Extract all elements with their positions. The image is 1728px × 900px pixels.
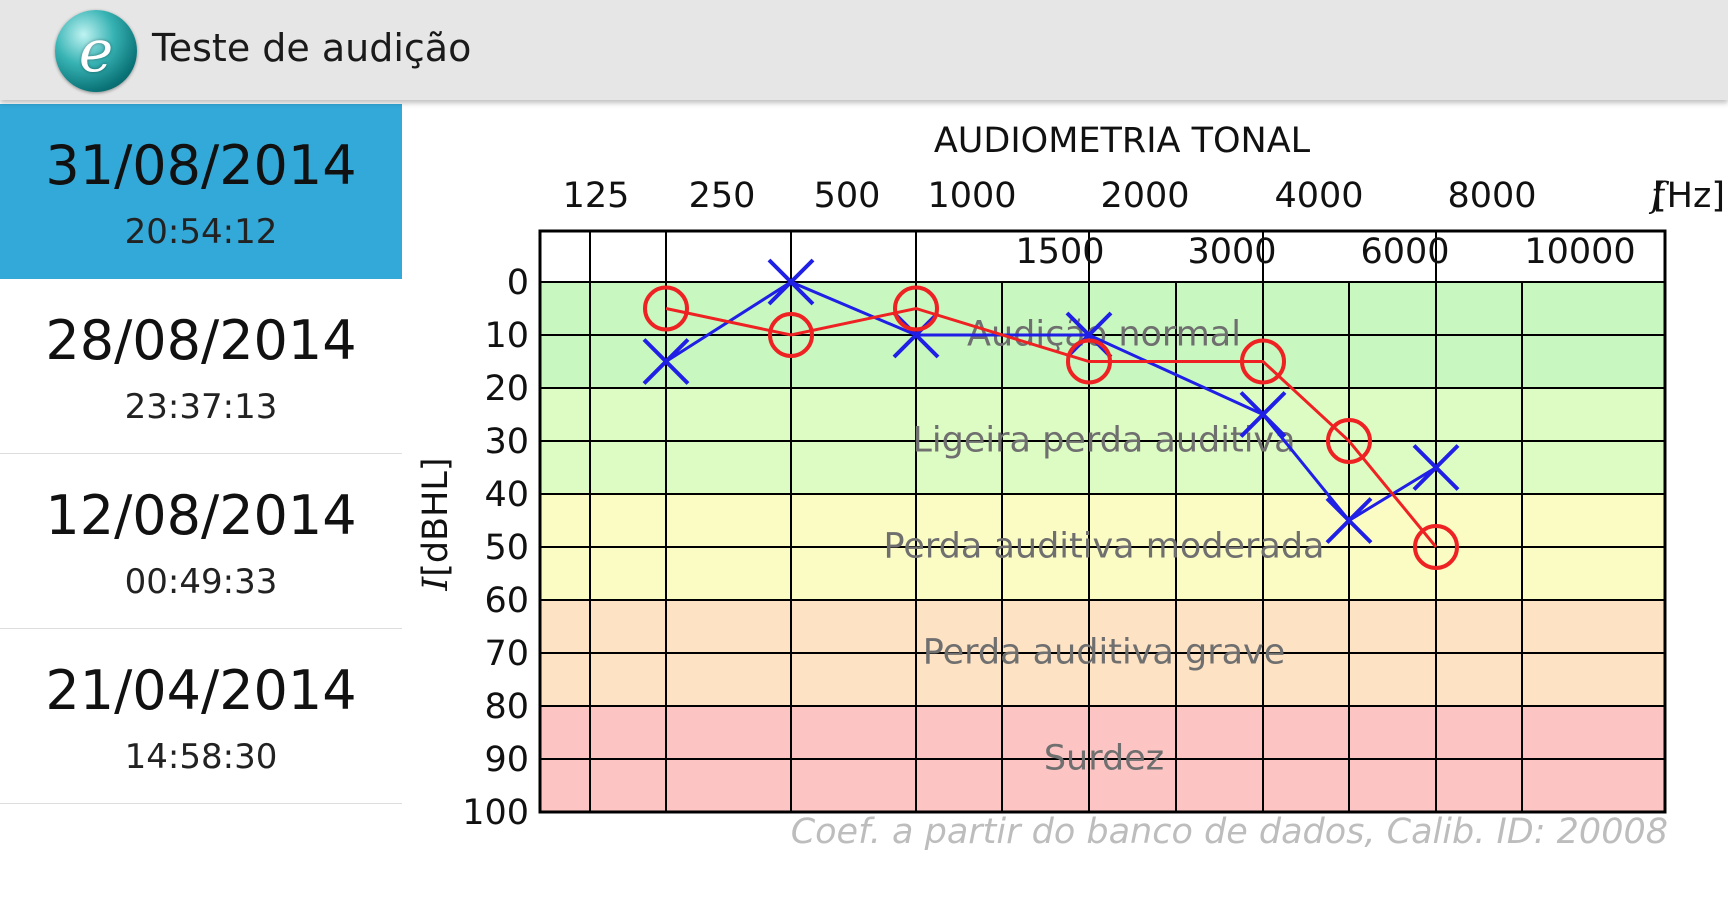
x-tick-label: 6000 — [1360, 232, 1449, 272]
x-tick-label: 2000 — [1100, 176, 1189, 216]
e-logo-icon[interactable]: e — [55, 10, 137, 92]
data-point-o — [893, 285, 939, 332]
zone-label: Ligeira perda auditiva — [912, 420, 1295, 460]
y-tick-label: 60 — [484, 581, 529, 621]
session-date: 21/04/2014 — [45, 659, 357, 722]
y-tick-label: 0 — [507, 263, 529, 303]
data-point-o — [1066, 338, 1112, 385]
chart-title: AUDIOMETRIA TONAL — [934, 121, 1311, 161]
audiogram: Audição normal Ligeira perda auditiva Perd… — [402, 104, 1728, 900]
y-tick-label: 90 — [484, 740, 529, 780]
data-point-o — [1326, 418, 1372, 464]
session-date: 12/08/2014 — [45, 484, 357, 547]
x-tick-label: 4000 — [1274, 176, 1363, 216]
data-point-x — [1412, 444, 1460, 491]
calibration-note: Coef. a partir do banco de dados, Calib.… — [790, 812, 1668, 852]
x-tick-label: 10000 — [1524, 232, 1635, 272]
data-point-o — [1413, 524, 1459, 570]
y-tick-label: 100 — [462, 793, 529, 833]
header-band — [540, 231, 1665, 282]
data-point-x — [1239, 391, 1287, 438]
x-axis-label-unit: [Hz] — [1653, 176, 1725, 216]
series-line-o — [665, 306, 1438, 548]
y-tick-label: 40 — [484, 475, 529, 515]
session-time: 20:54:12 — [124, 212, 278, 252]
y-tick-label: 50 — [484, 528, 529, 568]
data-point-x — [642, 338, 690, 385]
y-tick-label: 80 — [484, 687, 529, 727]
plot-frame — [538, 229, 1667, 814]
session-date: 28/08/2014 — [45, 309, 357, 372]
x-tick-label: 125 — [563, 176, 630, 216]
data-point-o — [643, 285, 689, 332]
y-tick-label: 10 — [484, 316, 529, 356]
zone-label: Perda auditiva moderada — [883, 526, 1324, 566]
session-item[interactable]: 21/04/2014 14:58:30 — [0, 629, 402, 804]
data-point-x — [1325, 497, 1373, 544]
session-date: 31/08/2014 — [45, 134, 357, 197]
data-point-x — [892, 311, 940, 359]
session-time: 14:58:30 — [124, 737, 278, 777]
y-tick-label: 20 — [484, 369, 529, 409]
app-title: Teste de audição — [152, 26, 472, 70]
y-tick-label: 70 — [484, 634, 529, 674]
session-time: 00:49:33 — [124, 562, 278, 602]
y-tick-label: 30 — [484, 422, 529, 462]
zone-label: Perda auditiva grave — [923, 632, 1286, 672]
session-list: 31/08/2014 20:54:12 28/08/2014 23:37:13 … — [0, 104, 402, 804]
session-item[interactable]: 12/08/2014 00:49:33 — [0, 454, 402, 629]
x-tick-label: 250 — [689, 176, 756, 216]
x-tick-label: 3000 — [1187, 232, 1276, 272]
x-tick-label: 8000 — [1447, 176, 1536, 216]
data-point-o — [1240, 338, 1286, 385]
session-item[interactable]: 28/08/2014 23:37:13 — [0, 279, 402, 454]
data-point-x — [767, 258, 815, 306]
session-item[interactable]: 31/08/2014 20:54:12 — [0, 104, 402, 279]
app-bar: e Teste de audição — [0, 0, 1728, 100]
data-point-o — [768, 312, 814, 358]
zone-label: Surdez — [1044, 738, 1164, 778]
y-axis-label: I[dBHL] — [416, 457, 456, 591]
session-time: 23:37:13 — [124, 387, 278, 427]
x-tick-label: 1500 — [1015, 232, 1104, 272]
x-tick-label: 500 — [814, 176, 881, 216]
x-tick-label: 1000 — [927, 176, 1016, 216]
data-point-x — [1065, 311, 1113, 359]
